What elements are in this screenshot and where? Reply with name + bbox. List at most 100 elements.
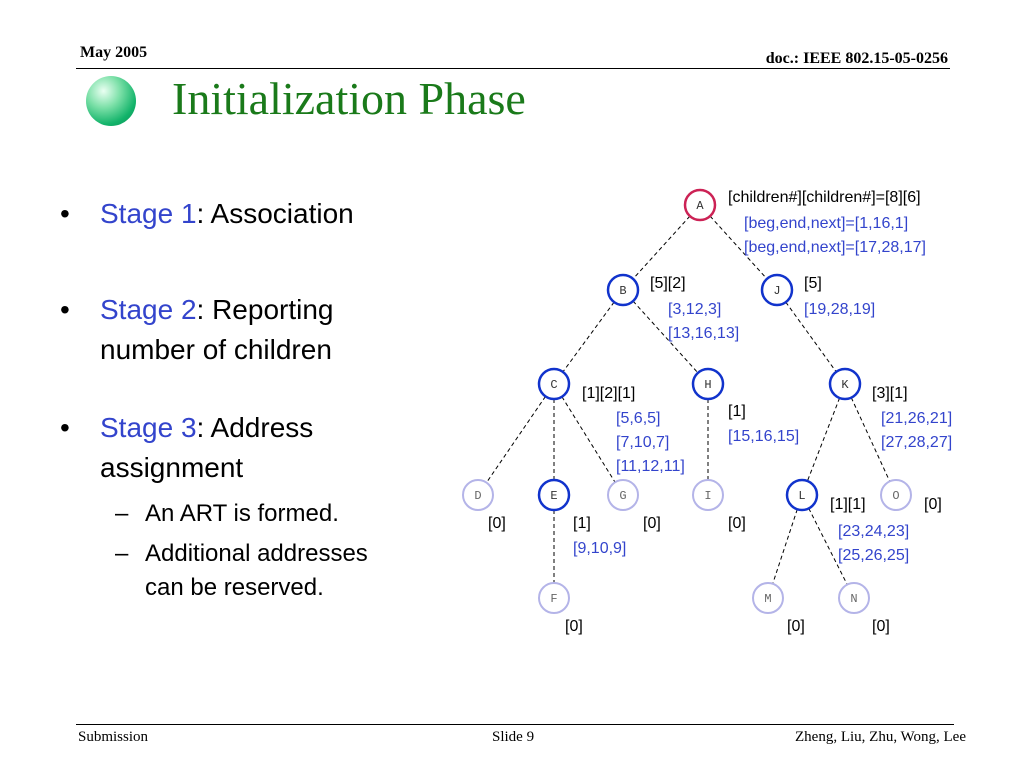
node-circle-g [607,479,639,511]
edge-l-n [808,508,848,585]
edge-a-b [632,215,691,280]
node-circle-i [692,479,724,511]
subbullet-reserve: – Additional addresses can be reserved. [115,537,368,605]
slide-title: Initialization Phase [172,73,526,124]
bullet-dot: • [60,198,70,229]
subbullet-dash: – [115,540,129,567]
node-circle-f [538,582,570,614]
node-k: K [828,367,862,401]
node-circle-b [606,273,640,307]
label-g-children: [0] [643,515,661,532]
label-l-children: [1][1] [830,496,866,513]
node-circle-k [828,367,862,401]
edge-c-d [486,396,546,483]
node-letter-c: C [550,378,557,392]
stage-3-label: Stage 3 [100,412,197,443]
node-circle-j [760,273,794,307]
node-circle-h [691,367,725,401]
node-letter-o: O [892,489,899,503]
node-circle-l [785,478,819,512]
edge-j-k [785,301,837,373]
stage-2-text-line2: number of children [100,334,332,365]
label-d-children: [0] [488,515,506,532]
label-e-range1: [9,10,9] [573,540,626,557]
node-letter-e: E [550,489,557,503]
bullet-stage-2: • Stage 2: Reporting number of children [60,290,334,370]
header-date: May 2005 [80,44,148,61]
node-n: N [838,582,870,614]
node-letter-k: K [841,378,849,392]
edge-k-o [850,397,891,482]
node-m: M [752,582,784,614]
bullet-stage-3: • Stage 3: Address assignment [60,408,314,488]
node-d: D [462,479,494,511]
label-b-children: [5][2] [650,275,686,292]
node-circle-c [537,367,571,401]
stage-3-text-line2: assignment [100,452,244,483]
label-k-children: [3][1] [872,385,908,402]
node-i: I [692,479,724,511]
header-divider [76,68,950,69]
node-e: E [537,478,571,512]
node-letter-l: L [798,489,805,503]
label-a-range1: [beg,end,next]=[1,16,1] [744,215,908,232]
node-letter-n: N [850,592,857,606]
label-c-range2: [7,10,7] [616,434,669,451]
label-i-children: [0] [728,515,746,532]
edge-l-m [772,509,798,584]
node-circle-a [683,188,717,222]
footer-slide-number: Slide 9 [492,729,535,745]
node-letter-f: F [550,592,557,606]
node-g: G [607,479,639,511]
node-letter-m: M [764,592,771,606]
node-letter-j: J [773,284,780,298]
node-j: J [760,273,794,307]
node-circle-o [880,479,912,511]
label-m-children: [0] [787,618,805,635]
node-o: O [880,479,912,511]
edge-k-l [806,397,841,482]
label-b-range2: [13,16,13] [668,325,739,342]
label-l-range1: [23,24,23] [838,523,909,540]
stage-1-label: Stage 1 [100,198,197,229]
node-l: L [785,478,819,512]
label-c-children: [1][2][1] [582,385,635,402]
label-f-children: [0] [565,618,583,635]
label-h-children: [1] [728,403,746,420]
node-letter-d: D [474,489,481,503]
label-e-children: [1] [573,515,591,532]
label-n-children: [0] [872,618,890,635]
label-a-range2: [beg,end,next]=[17,28,17] [744,239,926,256]
node-letter-b: B [619,284,626,298]
header-doc-id: doc.: IEEE 802.15-05-0256 [765,50,948,67]
subbullet-dash: – [115,500,129,527]
edge-a-j [709,215,768,280]
node-circle-e [537,478,571,512]
node-f: F [538,582,570,614]
label-j-range1: [19,28,19] [804,301,875,318]
bullet-dot: • [60,294,70,325]
subbullet-art-text: An ART is formed. [145,500,339,527]
subbullet-reserve-text-line2: can be reserved. [145,574,324,601]
tree-nodes: A B J C H K D E G I L O F M N [462,188,912,614]
node-letter-g: G [619,489,626,503]
footer-authors: Zheng, Liu, Zhu, Wong, Lee [795,729,966,745]
edge-c-g [561,396,616,483]
green-ball-logo [86,76,136,126]
tree-edges [486,215,891,585]
node-h: H [691,367,725,401]
node-letter-i: I [704,489,711,503]
stage-3-text: : Address [196,412,314,443]
footer-submission: Submission [78,729,149,745]
node-b: B [606,273,640,307]
bullet-dot: • [60,412,70,443]
label-k-range2: [27,28,27] [881,434,952,451]
footer-divider [76,724,954,725]
label-a-children: [children#][children#]=[8][6] [728,189,921,206]
label-c-range3: [11,12,11] [616,458,685,475]
stage-1-text: : Association [196,198,354,229]
node-c: C [537,367,571,401]
subbullet-reserve-text: Additional addresses [145,540,368,567]
edge-b-c [562,301,615,373]
label-c-range1: [5,6,5] [616,410,660,427]
